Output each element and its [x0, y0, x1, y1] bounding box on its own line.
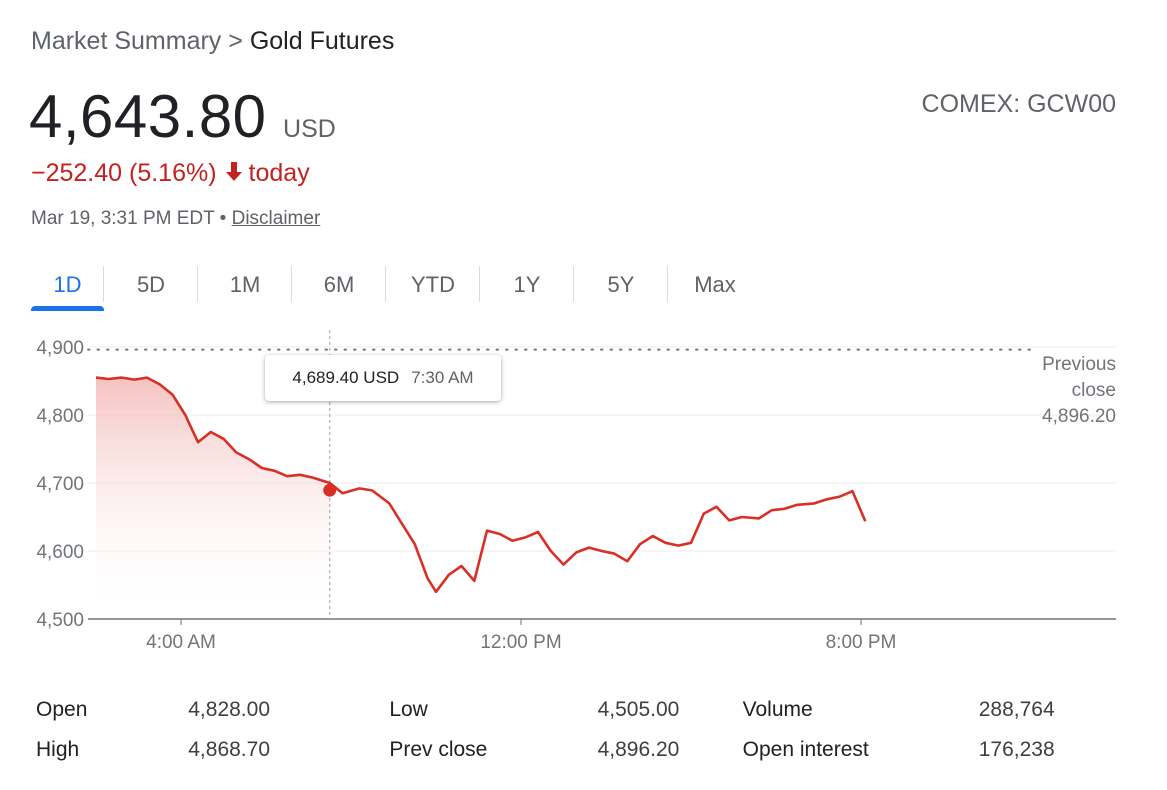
- stat-prev-close: Prev close 4,896.20: [389, 738, 742, 762]
- stats-table: Open 4,828.00 Low 4,505.00 Volume 288,764 H…: [36, 690, 1096, 770]
- stats-row: High 4,868.70 Prev close 4,896.20 Open int…: [36, 730, 1096, 770]
- price-change: −252.40 (5.16%) today: [31, 159, 310, 188]
- tooltip-time: 7:30 AM: [411, 368, 474, 387]
- quote-timestamp: Mar 19, 3:31 PM EDT • Disclaimer: [31, 208, 320, 230]
- stat-value: 288,764: [978, 698, 1055, 721]
- stat-open-interest: Open interest 176,238: [743, 738, 1096, 762]
- tab-5d[interactable]: 5D: [104, 262, 198, 308]
- stat-label: Low: [389, 698, 428, 721]
- stat-high: High 4,868.70: [36, 738, 389, 762]
- highlight-point: [323, 483, 337, 497]
- tab-6m[interactable]: 6M: [292, 262, 386, 308]
- tab-label: 1Y: [513, 272, 541, 297]
- price-chart-svg[interactable]: 4,500 4,600 4,700 4,800 4,900 4:00 AM 12:00 PM…: [0, 330, 1167, 660]
- area-fill: [96, 377, 330, 619]
- tab-label: 5D: [136, 272, 166, 297]
- tab-1d[interactable]: 1D: [31, 262, 104, 311]
- symbol-label: GCW00: [1027, 90, 1116, 118]
- y-tick-label: 4,700: [36, 474, 84, 495]
- stat-value: 4,505.00: [597, 698, 680, 721]
- price-change-value: −252.40 (5.16%): [31, 159, 217, 187]
- y-tick-label: 4,900: [36, 338, 84, 359]
- price-line: [95, 376, 867, 594]
- tooltip-value: 4,689.40 USD: [292, 368, 400, 387]
- stat-value: 4,896.20: [597, 738, 680, 761]
- previous-close-label: close: [1072, 380, 1116, 401]
- previous-close-label: Previous: [1042, 354, 1116, 375]
- tab-1y[interactable]: 1Y: [480, 262, 574, 308]
- arrow-down-icon: [225, 159, 243, 188]
- tab-label: Max: [694, 272, 736, 297]
- stat-open: Open 4,828.00: [36, 698, 389, 722]
- stat-label: Open interest: [742, 738, 869, 761]
- x-tick-label: 4:00 AM: [146, 632, 216, 653]
- tab-label: 1D: [53, 272, 82, 297]
- breadcrumb-current: Gold Futures: [249, 27, 395, 55]
- stat-label: Prev close: [389, 738, 488, 761]
- tab-label: 6M: [323, 272, 355, 297]
- tab-label: 1M: [229, 272, 261, 297]
- tab-label: YTD: [411, 272, 455, 297]
- previous-close-label: 4,896.20: [1042, 406, 1116, 427]
- breadcrumb: Market Summary > Gold Futures: [31, 27, 394, 56]
- disclaimer-link[interactable]: Disclaimer: [231, 208, 321, 229]
- range-tabs: 1D 5D 1M 6M YTD 1Y 5Y Max: [31, 262, 762, 311]
- price-currency: USD: [283, 115, 336, 143]
- current-price: 4,643.80: [29, 83, 267, 150]
- x-tick-label: 8:00 PM: [826, 632, 897, 653]
- price-change-suffix: today: [248, 159, 310, 187]
- stat-label: Volume: [742, 698, 813, 721]
- stat-label: Open: [36, 698, 88, 721]
- price-row: 4,643.80 USD: [29, 82, 336, 151]
- tab-1m[interactable]: 1M: [198, 262, 292, 308]
- tab-ytd[interactable]: YTD: [386, 262, 480, 308]
- breadcrumb-parent[interactable]: Market Summary: [31, 27, 222, 55]
- chart-tooltip: 4,689.40 USD 7:30 AM: [265, 355, 501, 401]
- stat-value: 4,868.70: [188, 738, 270, 761]
- y-tick-label: 4,800: [36, 406, 84, 427]
- breadcrumb-separator: >: [228, 27, 243, 55]
- y-tick-label: 4,600: [36, 542, 84, 563]
- y-tick-label: 4,500: [36, 610, 84, 631]
- timestamp-text: Mar 19, 3:31 PM EDT •: [31, 208, 227, 229]
- tab-5y[interactable]: 5Y: [574, 262, 668, 308]
- stat-label: High: [36, 738, 80, 761]
- stats-row: Open 4,828.00 Low 4,505.00 Volume 288,764: [36, 690, 1096, 730]
- stat-value: 176,238: [978, 738, 1055, 761]
- tab-label: 5Y: [607, 272, 635, 297]
- stat-value: 4,828.00: [188, 698, 270, 721]
- stat-low: Low 4,505.00: [389, 698, 742, 722]
- exchange-label: COMEX:: [921, 90, 1021, 118]
- x-tick-label: 12:00 PM: [480, 632, 561, 653]
- price-chart[interactable]: 4,500 4,600 4,700 4,800 4,900 4:00 AM 12:00 PM…: [0, 330, 1167, 660]
- stat-volume: Volume 288,764: [743, 698, 1096, 722]
- ticker-symbol: COMEX: GCW00: [922, 90, 1116, 119]
- tab-max[interactable]: Max: [668, 262, 762, 308]
